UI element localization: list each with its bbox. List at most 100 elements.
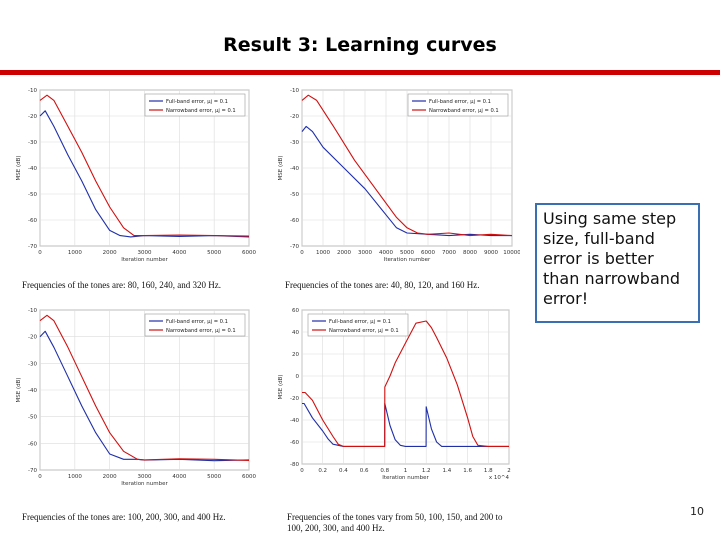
- y-tick-label: -30: [290, 140, 299, 146]
- series-line-narrowband: [39, 94, 250, 237]
- chart-panel-4: 0 0.2 0.4 0.6 0.8 1 1.2 1.4 1.6 1.8 2 60 40 20 0 -20 -40…: [272, 302, 517, 498]
- series-line-narrowband: [39, 314, 250, 461]
- x-tick-label: 1000: [316, 250, 330, 256]
- x-tick-label: 3000: [138, 474, 152, 480]
- x-tick-label: 0: [38, 250, 42, 256]
- x-tick-label: 5000: [207, 474, 221, 480]
- y-tick-label: 60: [292, 308, 299, 314]
- x-tick-label: 1000: [68, 474, 82, 480]
- x-tick-label: 0: [38, 474, 42, 480]
- x-tick-label: 4000: [172, 250, 186, 256]
- y-tick-label: -30: [28, 361, 37, 367]
- learning-curve-chart-3: 0 1000 2000 3000 4000 5000 6000 -10 -20 -30 -40 -50…: [16, 308, 256, 487]
- x-tick-label: 0: [300, 468, 304, 474]
- slide-title: Result 3: Learning curves: [223, 34, 497, 56]
- x-tick-label: 0.4: [339, 468, 348, 474]
- x-tick-label: 3000: [358, 250, 372, 256]
- x-tick-label: 10000: [503, 250, 520, 256]
- legend-label: Full-band error, μj = 0.1: [329, 319, 391, 325]
- x-tick-label: 0.8: [380, 468, 389, 474]
- x-tick-label: 6000: [242, 474, 256, 480]
- y-axis-label: MSE (dB): [16, 377, 22, 402]
- y-tick-label: 0: [296, 374, 300, 380]
- y-tick-label: -60: [28, 441, 37, 447]
- title-underline: [0, 70, 720, 75]
- x-tick-label: 1.6: [463, 468, 472, 474]
- x-multiplier-label: x 10^4: [489, 475, 510, 481]
- chart-panel-3: 0 1000 2000 3000 4000 5000 6000 -10 -20 -30 -40 -50…: [12, 302, 257, 498]
- x-tick-label: 6000: [242, 250, 256, 256]
- y-tick-label: -50: [28, 415, 37, 421]
- chart-caption-3: Frequencies of the tones are: 100, 200, …: [22, 512, 226, 522]
- y-tick-label: -40: [290, 166, 299, 172]
- y-tick-label: -70: [28, 468, 37, 474]
- y-tick-label: -20: [290, 114, 299, 120]
- series-line-full-band: [39, 110, 250, 238]
- y-tick-label: -10: [28, 88, 37, 94]
- y-tick-label: 20: [292, 352, 299, 358]
- x-tick-label: 0: [300, 250, 304, 256]
- legend-box: [144, 313, 246, 337]
- x-tick-label: 4000: [379, 250, 393, 256]
- x-tick-label: 4000: [172, 474, 186, 480]
- y-tick-label: -60: [290, 218, 299, 224]
- legend-label: Narrowband error, μj = 0.1: [429, 108, 499, 114]
- learning-curve-chart-2: 0 1000 2000 3000 4000 5000 6000 7000 8000 9000 100…: [278, 88, 520, 263]
- x-tick-label: 2000: [337, 250, 351, 256]
- legend-label: Narrowband error, μj = 0.1: [329, 328, 399, 334]
- x-tick-label: 1.4: [443, 468, 452, 474]
- y-axis-label: MSE (dB): [16, 155, 22, 180]
- y-tick-label: -40: [28, 166, 37, 172]
- x-tick-label: 8000: [463, 250, 477, 256]
- y-tick-label: -70: [290, 244, 299, 250]
- chart-panel-2: 0 1000 2000 3000 4000 5000 6000 7000 8000 9000 100…: [272, 82, 520, 274]
- x-axis-label: Iteration number: [121, 481, 168, 487]
- x-tick-label: 6000: [421, 250, 435, 256]
- x-tick-label: 2000: [103, 474, 117, 480]
- y-tick-label: 40: [292, 330, 299, 336]
- legend-box: [144, 93, 246, 117]
- page-number: 10: [690, 505, 704, 518]
- series-line-full-band: [302, 402, 509, 447]
- chart-caption-1: Frequencies of the tones are: 80, 160, 2…: [22, 280, 221, 290]
- y-tick-label: -50: [290, 192, 299, 198]
- y-axis-label: MSE (dB): [278, 155, 284, 180]
- legend-box: [407, 93, 509, 117]
- y-tick-label: -10: [290, 88, 299, 94]
- y-tick-label: -20: [28, 335, 37, 341]
- x-tick-label: 3000: [138, 250, 152, 256]
- legend-label: Full-band error, μj = 0.1: [166, 99, 228, 105]
- y-tick-label: -60: [290, 440, 299, 446]
- series-line-narrowband: [301, 94, 513, 237]
- series-line-full-band: [301, 125, 512, 237]
- y-tick-label: -40: [28, 388, 37, 394]
- learning-curve-chart-4: 0 0.2 0.4 0.6 0.8 1 1.2 1.4 1.6 1.8 2 60 40 20 0 -20 -40…: [278, 308, 511, 481]
- x-tick-label: 0.6: [360, 468, 369, 474]
- x-tick-label: 0.2: [318, 468, 327, 474]
- chart-caption-2: Frequencies of the tones are: 40, 80, 12…: [285, 280, 480, 290]
- x-tick-label: 1.2: [422, 468, 431, 474]
- y-tick-label: -20: [28, 114, 37, 120]
- x-tick-label: 2: [507, 468, 511, 474]
- x-axis-label: Iteration number: [382, 475, 429, 481]
- chart-caption-4: Frequencies of the tones vary from 50, 1…: [287, 512, 503, 533]
- legend-label: Full-band error, μj = 0.1: [429, 99, 491, 105]
- x-tick-label: 1000: [68, 250, 82, 256]
- legend-label: Narrowband error, μj = 0.1: [166, 108, 236, 114]
- y-tick-label: -70: [28, 244, 37, 250]
- x-axis-label: Iteration number: [384, 257, 431, 263]
- y-tick-label: -80: [290, 462, 299, 468]
- y-axis-label: MSE (dB): [278, 374, 284, 399]
- legend-label: Full-band error, μj = 0.1: [166, 319, 228, 325]
- x-tick-label: 1: [404, 468, 408, 474]
- y-tick-label: -60: [28, 218, 37, 224]
- x-tick-label: 5000: [400, 250, 414, 256]
- x-tick-label: 1.8: [484, 468, 493, 474]
- x-tick-label: 2000: [103, 250, 117, 256]
- y-tick-label: -10: [28, 308, 37, 314]
- y-tick-label: -20: [290, 396, 299, 402]
- x-tick-label: 7000: [442, 250, 456, 256]
- series-line-narrowband: [302, 320, 509, 447]
- x-axis-label: Iteration number: [121, 257, 168, 263]
- legend-label: Narrowband error, μj = 0.1: [166, 328, 236, 334]
